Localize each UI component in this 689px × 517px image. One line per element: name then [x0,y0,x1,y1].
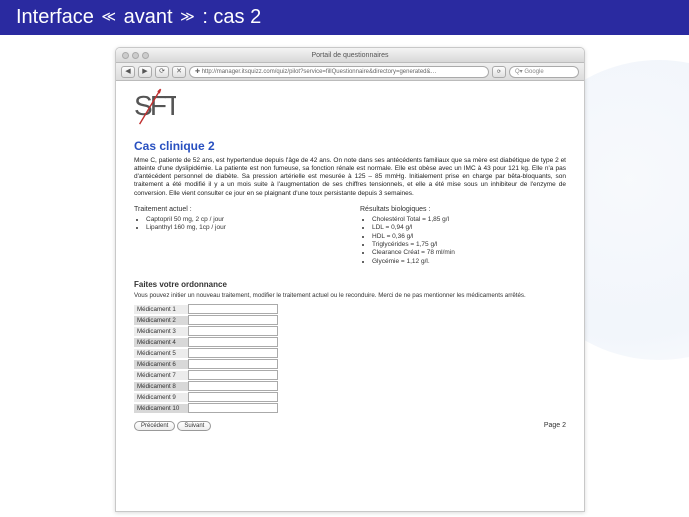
window-title: Portail de questionnaires [116,52,584,59]
case-heading: Cas clinique 2 [134,139,566,153]
med-label: Médicament 10 [134,404,188,413]
page-number: Page 2 [544,422,566,429]
list-item: HDL = 0,36 g/l [372,233,566,241]
results-heading: Résultats biologiques : [360,206,566,213]
med-label: Médicament 2 [134,316,188,325]
table-row: Médicament 5 [134,348,566,359]
list-item: Triglycérides = 1,75 g/l [372,241,566,249]
columns: Traitement actuel : Captopril 50 mg, 2 c… [134,206,566,267]
med-label: Médicament 7 [134,371,188,380]
title-mid: avant [124,6,173,28]
next-button[interactable]: Suivant [177,421,211,431]
list-item: Captopril 50 mg, 2 cp / jour [146,216,340,224]
treatment-list: Captopril 50 mg, 2 cp / jour Lipanthyl 1… [134,216,340,233]
med-input-4[interactable] [188,337,278,347]
table-row: Médicament 2 [134,315,566,326]
med-input-1[interactable] [188,304,278,314]
table-row: Médicament 9 [134,392,566,403]
med-label: Médicament 4 [134,338,188,347]
list-item: Glycémie = 1,12 g/l. [372,258,566,266]
table-row: Médicament 1 [134,304,566,315]
table-row: Médicament 10 [134,403,566,414]
browser-window: Portail de questionnaires ◀ ▶ ⟳ ✕ ✚ http… [115,47,585,512]
med-input-9[interactable] [188,392,278,402]
medication-table: Médicament 1 Médicament 2 Médicament 3 M… [134,304,566,414]
title-suffix: : cas 2 [197,6,261,28]
med-input-7[interactable] [188,370,278,380]
url-bar[interactable]: ✚ http://manager.itsquizz.com/quiz/pilot… [189,66,489,78]
window-titlebar: Portail de questionnaires [116,48,584,63]
table-row: Médicament 8 [134,381,566,392]
browser-toolbar: ◀ ▶ ⟳ ✕ ✚ http://manager.itsquizz.com/qu… [116,63,584,81]
med-input-2[interactable] [188,315,278,325]
reload-button[interactable]: ⟳ [155,66,169,78]
search-placeholder: Google [524,69,543,75]
results-column: Résultats biologiques : Cholestérol Tota… [360,206,566,267]
home-button[interactable]: ✕ [172,66,186,78]
order-instructions: Vous pouvez initier un nouveau traitemen… [134,292,566,299]
med-label: Médicament 9 [134,393,188,402]
table-row: Médicament 7 [134,370,566,381]
title-prefix: Interface [16,6,99,28]
med-input-6[interactable] [188,359,278,369]
sfts-logo: SFTS [134,83,566,135]
back-button[interactable]: ◀ [121,66,135,78]
list-item: LDL = 0,94 g/l [372,224,566,232]
order-heading: Faites votre ordonnance [134,280,566,289]
prev-button[interactable]: Précédent [134,421,175,431]
page-content: SFTS Cas clinique 2 Mme C, patiente de 5… [116,81,584,511]
search-bar[interactable]: Q▾ Google [509,66,579,78]
guillemet-left: ≪ [99,10,118,25]
med-label: Médicament 8 [134,382,188,391]
treatment-column: Traitement actuel : Captopril 50 mg, 2 c… [134,206,340,267]
url-text: http://manager.itsquizz.com/quiz/pilot?s… [202,69,437,75]
med-label: Médicament 1 [134,305,188,314]
search-q-icon: Q▾ [515,69,524,75]
list-item: Cholestérol Total = 1,85 g/l [372,216,566,224]
table-row: Médicament 4 [134,337,566,348]
nav-buttons: Précédent Suivant [134,422,211,429]
guillemet-right: ≫ [178,10,197,25]
med-input-8[interactable] [188,381,278,391]
svg-text:SFTS: SFTS [134,90,176,121]
rss-button[interactable]: ⟳ [492,66,506,78]
med-label: Médicament 5 [134,349,188,358]
treatment-heading: Traitement actuel : [134,206,340,213]
plus-icon: ✚ [195,69,202,75]
med-label: Médicament 3 [134,327,188,336]
med-label: Médicament 6 [134,360,188,369]
list-item: Lipanthyl 160 mg, 1cp / jour [146,224,340,232]
med-input-5[interactable] [188,348,278,358]
slide-title: Interface ≪ avant ≫ : cas 2 [0,0,689,35]
table-row: Médicament 6 [134,359,566,370]
list-item: Clearance Créat = 78 ml/min [372,249,566,257]
med-input-3[interactable] [188,326,278,336]
table-row: Médicament 3 [134,326,566,337]
page-footer: Précédent Suivant Page 2 [134,422,566,429]
case-text: Mme C, patiente de 52 ans, est hypertend… [134,157,566,198]
forward-button[interactable]: ▶ [138,66,152,78]
results-list: Cholestérol Total = 1,85 g/l LDL = 0,94 … [360,216,566,267]
med-input-10[interactable] [188,403,278,413]
